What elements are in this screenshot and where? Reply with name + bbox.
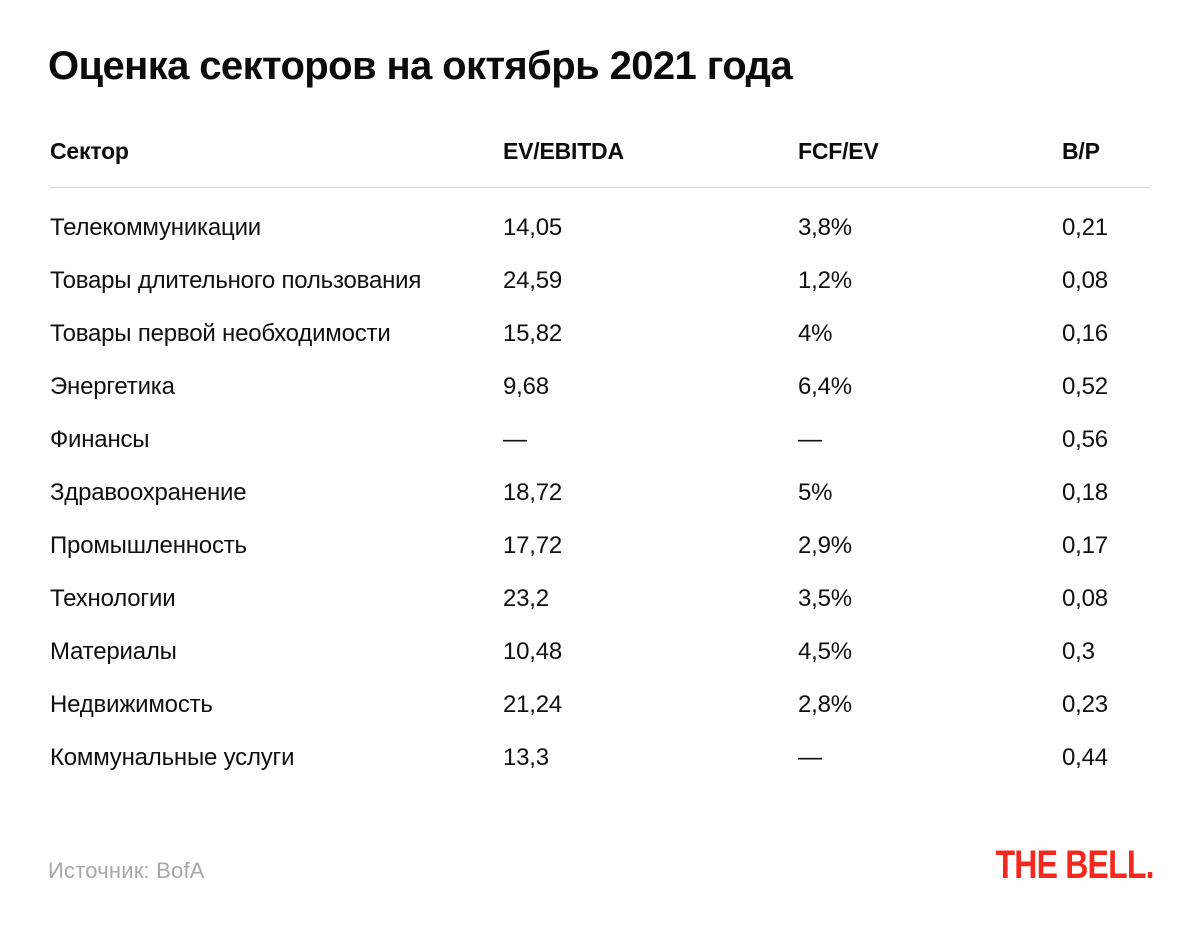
sector-cell: Промышленность — [50, 531, 247, 559]
sector-cell: Энергетика — [50, 372, 175, 400]
table-row: Технологии 23,2 3,5% 0,08 — [50, 572, 1150, 625]
column-header-sector: Сектор — [50, 138, 129, 164]
fcf-ev-cell: 1,2% — [798, 266, 852, 294]
fcf-ev-cell: 5% — [798, 478, 833, 506]
fcf-ev-cell: 3,5% — [798, 584, 852, 612]
ev-ebitda-cell: 14,05 — [503, 213, 563, 241]
ev-ebitda-cell: 24,59 — [503, 266, 563, 294]
table-header-row: Сектор EV/EBITDA FCF/EV B/P — [50, 138, 1150, 187]
table-row: Здравоохранение 18,72 5% 0,18 — [50, 466, 1150, 519]
sector-cell: Технологии — [50, 584, 176, 612]
fcf-ev-cell: 4,5% — [798, 637, 852, 665]
table-row: Товары первой необходимости 15,82 4% 0,1… — [50, 307, 1150, 360]
bp-cell: 0,17 — [1062, 531, 1108, 559]
bp-cell: 0,44 — [1062, 743, 1108, 771]
fcf-ev-cell: 6,4% — [798, 372, 852, 400]
ev-ebitda-cell: 23,2 — [503, 584, 549, 612]
table-row: Материалы 10,48 4,5% 0,3 — [50, 625, 1150, 678]
ev-ebitda-cell: 18,72 — [503, 478, 563, 506]
sector-cell: Товары длительного пользования — [50, 266, 422, 294]
table-row: Финансы — — 0,56 — [50, 413, 1150, 466]
sector-cell: Недвижимость — [50, 690, 213, 718]
the-bell-logo: THE BELL. — [995, 843, 1155, 887]
fcf-ev-cell: 4% — [798, 319, 833, 347]
column-header-fcf-ev: FCF/EV — [798, 138, 879, 164]
sector-cell: Товары первой необходимости — [50, 319, 391, 347]
ev-ebitda-cell: 13,3 — [503, 743, 549, 771]
bp-cell: 0,08 — [1062, 584, 1108, 612]
bp-cell: 0,16 — [1062, 319, 1108, 347]
sector-cell: Телекоммуникации — [50, 213, 261, 241]
sector-cell: Материалы — [50, 637, 177, 665]
table-row: Энергетика 9,68 6,4% 0,52 — [50, 360, 1150, 413]
sector-cell: Коммунальные услуги — [50, 743, 295, 771]
ev-ebitda-cell: 10,48 — [503, 637, 563, 665]
sector-cell: Финансы — [50, 425, 150, 453]
fcf-ev-cell: — — [798, 743, 822, 771]
bp-cell: 0,52 — [1062, 372, 1108, 400]
table-row: Промышленность 17,72 2,9% 0,17 — [50, 519, 1150, 572]
ev-ebitda-cell: 9,68 — [503, 372, 549, 400]
ev-ebitda-cell: 15,82 — [503, 319, 563, 347]
column-header-bp: B/P — [1062, 138, 1100, 164]
ev-ebitda-cell: 21,24 — [503, 690, 563, 718]
sector-valuation-table: Сектор EV/EBITDA FCF/EV B/P Телекоммуник… — [50, 138, 1150, 784]
source-note: Источник: BofA — [48, 858, 205, 883]
bp-cell: 0,18 — [1062, 478, 1108, 506]
column-header-ev-ebitda: EV/EBITDA — [503, 138, 624, 164]
table-body: Телекоммуникации 14,05 3,8% 0,21 Товары … — [50, 188, 1150, 784]
bp-cell: 0,56 — [1062, 425, 1108, 453]
ev-ebitda-cell: — — [503, 425, 527, 453]
bp-cell: 0,3 — [1062, 637, 1095, 665]
fcf-ev-cell: 3,8% — [798, 213, 852, 241]
fcf-ev-cell: 2,9% — [798, 531, 852, 559]
header-divider — [50, 187, 1150, 188]
fcf-ev-cell: — — [798, 425, 822, 453]
page-title: Оценка секторов на октябрь 2021 года — [48, 44, 793, 88]
bp-cell: 0,08 — [1062, 266, 1108, 294]
table-row: Телекоммуникации 14,05 3,8% 0,21 — [50, 201, 1150, 254]
bp-cell: 0,23 — [1062, 690, 1108, 718]
bp-cell: 0,21 — [1062, 213, 1108, 241]
table-row: Коммунальные услуги 13,3 — 0,44 — [50, 731, 1150, 784]
ev-ebitda-cell: 17,72 — [503, 531, 563, 559]
sector-cell: Здравоохранение — [50, 478, 247, 506]
table-row: Товары длительного пользования 24,59 1,2… — [50, 254, 1150, 307]
table-row: Недвижимость 21,24 2,8% 0,23 — [50, 678, 1150, 731]
fcf-ev-cell: 2,8% — [798, 690, 852, 718]
